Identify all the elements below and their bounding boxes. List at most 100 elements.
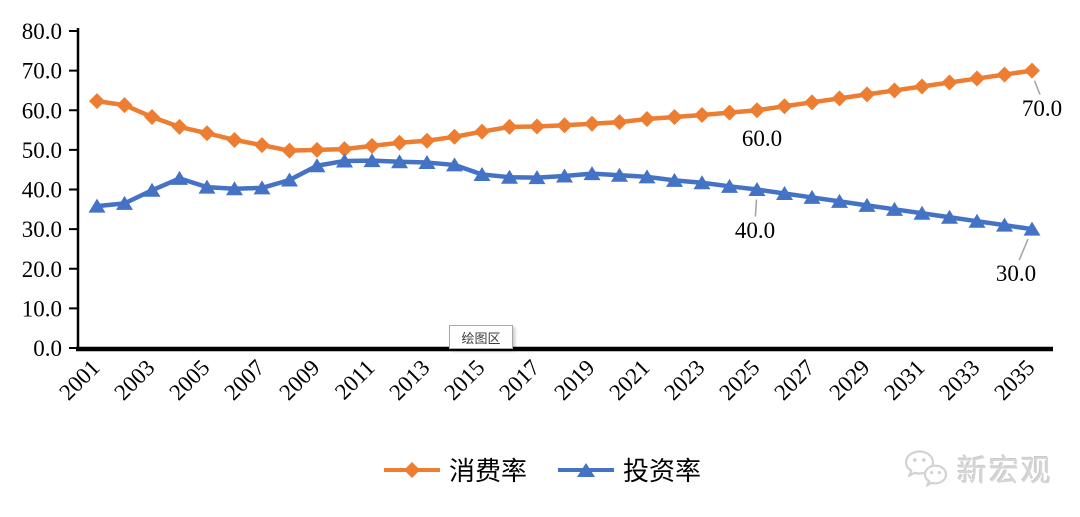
data-point-marker-investment[interactable] [1023,221,1041,236]
data-point-marker-investment[interactable] [996,217,1013,232]
y-axis-tick-label: 40.0 [22,178,62,203]
data-point-marker-consumption[interactable] [364,137,380,154]
data-point-marker-investment[interactable] [886,201,903,216]
data-point-marker-investment[interactable] [693,175,711,190]
data-point-marker-consumption[interactable] [666,108,683,125]
data-point-marker-investment[interactable] [858,197,876,212]
data-point-marker-investment[interactable] [748,182,766,196]
diamond-marker-icon [404,461,420,478]
data-point-marker-consumption[interactable] [749,102,765,119]
data-point-marker-investment[interactable] [528,170,546,185]
data-point-marker-consumption[interactable] [171,118,188,135]
legend-item-investment[interactable]: 投资率 [557,451,701,488]
data-point-marker-investment[interactable] [473,166,491,181]
data-point-marker-consumption[interactable] [804,94,820,111]
x-axis-tick-label: 2033 [934,355,984,405]
data-point-marker-investment[interactable] [391,154,408,169]
data-point-marker-investment[interactable] [721,178,738,193]
data-point-marker-investment[interactable] [968,213,986,228]
data-point-marker-investment[interactable] [913,205,931,220]
x-axis-tick-label: 2013 [384,355,434,405]
data-point-marker-investment[interactable] [171,170,188,185]
data-point-marker-consumption[interactable] [941,74,958,91]
data-point-marker-investment[interactable] [501,169,518,184]
legend-label-consumption: 消费率 [449,457,528,486]
data-point-marker-investment[interactable] [226,181,243,196]
data-point-marker-investment[interactable] [803,189,821,204]
data-point-marker-investment[interactable] [941,209,958,224]
data-label-consumption-2035: 70.0 [1021,95,1063,121]
data-point-marker-consumption[interactable] [639,110,655,127]
data-point-marker-investment[interactable] [363,153,381,168]
data-point-marker-investment[interactable] [308,158,326,173]
data-point-marker-consumption[interactable] [391,134,408,151]
data-point-marker-consumption[interactable] [584,115,600,132]
data-point-marker-investment[interactable] [666,172,683,187]
data-point-marker-consumption[interactable] [859,86,875,103]
consumption-series-swatch-icon [384,461,440,478]
data-point-marker-consumption[interactable] [721,104,738,121]
data-point-marker-consumption[interactable] [226,131,243,148]
data-point-marker-investment[interactable] [556,168,573,183]
data-point-marker-consumption[interactable] [199,125,215,142]
data-point-marker-investment[interactable] [336,153,353,168]
data-label-leader-line [1033,80,1041,95]
data-point-marker-consumption[interactable] [776,98,793,115]
legend: 消费率 投资率 [383,451,701,488]
data-point-marker-investment[interactable] [611,167,628,182]
data-point-marker-consumption[interactable] [336,141,353,158]
x-axis-tick-label: 2019 [549,355,599,405]
data-point-marker-consumption[interactable] [1024,62,1040,79]
data-point-marker-investment[interactable] [418,155,436,170]
data-point-marker-consumption[interactable] [309,141,325,158]
x-axis-tick-label: 2003 [109,355,159,405]
data-point-marker-consumption[interactable] [89,93,105,110]
data-label-leader-line [754,199,758,217]
data-point-marker-investment[interactable] [143,182,161,197]
data-point-marker-consumption[interactable] [116,97,133,114]
data-point-marker-consumption[interactable] [501,118,518,135]
triangle-marker-icon [577,462,596,477]
data-label-consumption-2025: 60.0 [741,126,783,152]
data-point-marker-investment[interactable] [116,195,133,210]
watermark-text: 新宏观 [957,455,1053,488]
data-point-marker-investment[interactable] [831,193,848,208]
data-point-marker-investment[interactable] [446,157,463,172]
data-point-marker-consumption[interactable] [694,107,710,124]
data-point-marker-consumption[interactable] [831,90,848,107]
data-point-marker-consumption[interactable] [529,118,545,135]
investment-series-swatch-icon [558,462,615,477]
data-point-marker-consumption[interactable] [281,142,298,159]
data-point-marker-investment[interactable] [638,169,656,184]
data-point-marker-investment[interactable] [281,172,298,187]
plot-area-tooltip: 绘图区 [449,325,513,349]
wechat-icon [904,450,948,488]
data-point-marker-consumption[interactable] [969,70,985,87]
x-axis-tick-label: 2001 [54,355,104,405]
x-axis-tick-label: 2011 [330,355,380,405]
data-point-marker-consumption[interactable] [914,78,930,95]
data-point-marker-consumption[interactable] [419,132,435,149]
data-point-marker-consumption[interactable] [474,123,490,140]
data-point-marker-investment[interactable] [253,180,271,195]
data-point-marker-consumption[interactable] [446,128,463,145]
data-point-marker-consumption[interactable] [996,66,1013,83]
data-point-marker-consumption[interactable] [611,114,628,131]
legend-item-consumption[interactable]: 消费率 [383,451,527,488]
data-point-marker-investment[interactable] [198,179,216,194]
x-axis-tick-label: 2021 [604,355,654,405]
data-point-marker-consumption[interactable] [556,117,573,134]
data-point-marker-investment[interactable] [776,185,793,200]
data-point-marker-consumption[interactable] [886,82,903,99]
data-point-marker-consumption[interactable] [254,137,270,154]
y-axis-tick-label: 0.0 [33,336,62,361]
data-label-leader-line [1018,238,1029,261]
y-axis-tick-label: 30.0 [22,217,62,242]
x-axis-tick-label: 2027 [769,355,819,405]
data-point-marker-consumption[interactable] [144,108,160,125]
x-axis-tick-label: 2009 [274,355,324,405]
data-point-marker-investment[interactable] [88,198,106,213]
data-point-marker-investment[interactable] [583,166,601,181]
